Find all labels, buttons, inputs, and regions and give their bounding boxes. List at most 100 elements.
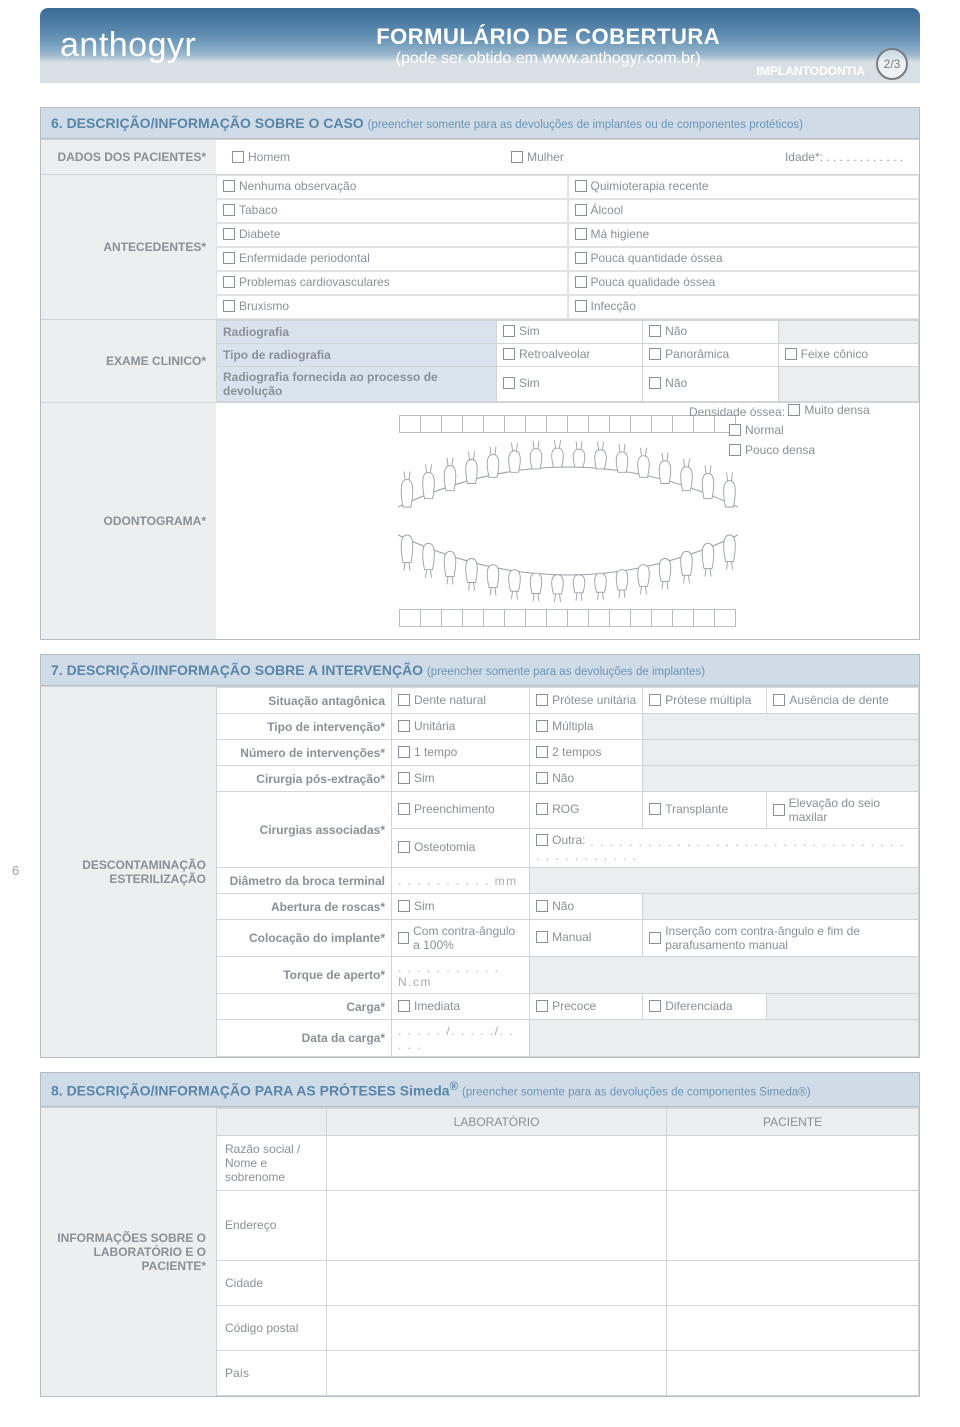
- antecedente-item[interactable]: Álcool: [568, 199, 920, 223]
- brand-logo: anthogyr: [60, 26, 196, 65]
- antecedente-item[interactable]: Bruxismo: [216, 295, 568, 319]
- lbl-cir-associadas: Cirurgias associadas*: [217, 792, 392, 868]
- checkbox-manual[interactable]: Manual: [536, 930, 591, 944]
- checkbox-transplante[interactable]: Transplante: [649, 802, 728, 816]
- label-odontograma: ODONTOGRAMA*: [41, 403, 216, 639]
- s8-cell-pac[interactable]: [667, 1190, 919, 1260]
- lbl-colocacao-implante: Colocação do implante*: [217, 920, 392, 957]
- density-box: Densidade óssea: Muito densa Normal Pouc…: [689, 403, 919, 463]
- checkbox-radio-sim[interactable]: Sim: [503, 324, 540, 338]
- header-title: FORMULÁRIO DE COBERTURA: [196, 24, 900, 50]
- checkbox-abert-nao[interactable]: Não: [536, 899, 574, 913]
- section-7-table: Situação antagônica Dente natural Prótes…: [216, 687, 919, 1057]
- col-laboratorio: LABORATÓRIO: [327, 1108, 667, 1135]
- row-odontograma: ODONTOGRAMA* Densidade óssea: Muito dens…: [41, 402, 919, 639]
- field-data-carga[interactable]: . . . . . /. . . . ./. . . . .: [398, 1024, 514, 1052]
- row-antecedentes: ANTECEDENTES* Nenhuma observaçãoQuimiote…: [41, 174, 919, 319]
- checkbox-rog[interactable]: ROG: [536, 802, 579, 816]
- header-corner-label: IMPLANTODONTIA: [757, 64, 865, 78]
- section-8-table: LABORATÓRIO PACIENTE Razão social / Nome…: [216, 1108, 919, 1396]
- checkbox-homem[interactable]: Homem: [232, 150, 290, 164]
- checkbox-outra[interactable]: Outra:: [536, 833, 585, 847]
- antecedente-item[interactable]: Pouca quantidade óssea: [568, 247, 920, 271]
- s8-cell-lab[interactable]: [327, 1190, 667, 1260]
- field-outra-dots[interactable]: . . . . . . . . . . . . . . . . . . . . …: [536, 835, 904, 863]
- section-7-header: 7. DESCRIÇÃO/INFORMAÇÃO SOBRE A INTERVEN…: [41, 655, 919, 686]
- section-8: 8. DESCRIÇÃO/INFORMAÇÃO PARA AS PRÓTESES…: [40, 1072, 920, 1397]
- label-antecedentes: ANTECEDENTES*: [41, 175, 216, 319]
- label-mulher: Mulher: [527, 150, 564, 164]
- checkbox-precoce[interactable]: Precoce: [536, 999, 596, 1013]
- section-6-sub: (preencher somente para as devoluções de…: [368, 119, 803, 131]
- checkbox-ausencia-dente[interactable]: Ausência de dente: [773, 693, 888, 707]
- checkbox-normal[interactable]: Normal: [729, 423, 784, 437]
- antecedente-item[interactable]: Tabaco: [216, 199, 568, 223]
- checkbox-osteotomia[interactable]: Osteotomia: [398, 840, 475, 854]
- lbl-diametro-broca: Diâmetro da broca terminal: [217, 868, 392, 894]
- checkbox-feixe-conico[interactable]: Feixe cônico: [785, 347, 868, 361]
- antecedente-item[interactable]: Infecção: [568, 295, 920, 319]
- checkbox-fornecida-nao[interactable]: Não: [649, 376, 687, 390]
- tooth-number-boxes-top[interactable]: [400, 415, 736, 433]
- field-idade[interactable]: Idade*: . . . . . . . . . . . .: [785, 150, 903, 164]
- lbl-num-intervencoes: Número de intervenções*: [217, 740, 392, 766]
- checkbox-2tempos[interactable]: 2 tempos: [536, 745, 601, 759]
- section-7-title: 7. DESCRIÇÃO/INFORMAÇÃO SOBRE A INTERVEN…: [51, 662, 423, 678]
- s8-cell-lab[interactable]: [327, 1260, 667, 1305]
- lbl-torque: Torque de aperto*: [217, 957, 392, 994]
- checkbox-abert-sim[interactable]: Sim: [398, 899, 435, 913]
- checkbox-cirpos-nao[interactable]: Não: [536, 771, 574, 785]
- antecedente-item[interactable]: Diabete: [216, 223, 568, 247]
- lbl-data-carga: Data da carga*: [217, 1020, 392, 1057]
- s8-row-label: Razão social / Nome e sobrenome: [217, 1135, 327, 1190]
- antecedente-item[interactable]: Pouca qualidade óssea: [568, 271, 920, 295]
- tooth-number-boxes-bottom[interactable]: [400, 609, 736, 627]
- checkbox-protese-multipla[interactable]: Prótese múltipla: [649, 693, 751, 707]
- page-header: anthogyr FORMULÁRIO DE COBERTURA (pode s…: [40, 8, 920, 83]
- checkbox-preenchimento[interactable]: Preenchimento: [398, 802, 495, 816]
- checkbox-multipla[interactable]: Múltipla: [536, 719, 593, 733]
- antecedente-item[interactable]: Problemas cardiovasculares: [216, 271, 568, 295]
- antecedente-item[interactable]: Quimioterapia recente: [568, 175, 920, 199]
- lbl-carga: Carga*: [217, 994, 392, 1020]
- checkbox-mulher[interactable]: Mulher: [511, 150, 564, 164]
- checkbox-1tempo[interactable]: 1 tempo: [398, 745, 457, 759]
- antecedente-item[interactable]: Nenhuma observação: [216, 175, 568, 199]
- antecedente-item[interactable]: Enfermidade periodontal: [216, 247, 568, 271]
- checkbox-unitaria[interactable]: Unitária: [398, 719, 455, 733]
- checkbox-insercao-contra-angulo[interactable]: Inserção com contra-ângulo e fim de para…: [649, 924, 885, 952]
- checkbox-dente-natural[interactable]: Dente natural: [398, 693, 486, 707]
- s8-cell-pac[interactable]: [667, 1135, 919, 1190]
- exame-r1-label: Radiografia: [217, 321, 497, 344]
- section-8-title: 8. DESCRIÇÃO/INFORMAÇÃO PARA AS PRÓTESES…: [51, 1083, 450, 1099]
- antecedente-item[interactable]: Má higiene: [568, 223, 920, 247]
- checkbox-cirpos-sim[interactable]: Sim: [398, 771, 435, 785]
- lbl-abertura-roscas: Abertura de roscas*: [217, 894, 392, 920]
- checkbox-retroalveolar[interactable]: Retroalveolar: [503, 347, 590, 361]
- checkbox-fornecida-sim[interactable]: Sim: [503, 376, 540, 390]
- checkbox-pouco-densa[interactable]: Pouco densa: [729, 443, 815, 457]
- s8-cell-pac[interactable]: [667, 1305, 919, 1350]
- s8-cell-lab[interactable]: [327, 1135, 667, 1190]
- s8-cell-lab[interactable]: [327, 1305, 667, 1350]
- checkbox-contra-angulo[interactable]: Com contra-ângulo a 100%: [398, 924, 523, 952]
- section-6-header: 6. DESCRIÇÃO/INFORMAÇÃO SOBRE O CASO (pr…: [41, 108, 919, 139]
- label-exame-clinico: EXAME CLINICO*: [41, 320, 216, 402]
- s8-cell-pac[interactable]: [667, 1260, 919, 1305]
- header-page-badge: 2/3: [876, 48, 908, 80]
- field-torque[interactable]: . . . . . . . . . . . N.cm: [398, 961, 500, 989]
- section-8-header: 8. DESCRIÇÃO/INFORMAÇÃO PARA AS PRÓTESES…: [41, 1073, 919, 1107]
- section-6: 6. DESCRIÇÃO/INFORMAÇÃO SOBRE O CASO (pr…: [40, 107, 920, 640]
- checkbox-imediata[interactable]: Imediata: [398, 999, 460, 1013]
- checkbox-radio-nao[interactable]: Não: [649, 324, 687, 338]
- row-dados-pacientes: DADOS DOS PACIENTES* Homem Mulher Idade*…: [41, 139, 919, 174]
- checkbox-panoramica[interactable]: Panorâmica: [649, 347, 729, 361]
- checkbox-diferenciada[interactable]: Diferenciada: [649, 999, 732, 1013]
- label-descontaminacao: DESCONTAMINAÇÃO ESTERILIZAÇÃO: [41, 687, 216, 1057]
- checkbox-elevacao-seio[interactable]: Elevação do seio maxilar: [773, 796, 912, 824]
- header-title-block: FORMULÁRIO DE COBERTURA (pode ser obtido…: [196, 24, 900, 68]
- field-diametro[interactable]: . . . . . . . . . . mm: [398, 874, 518, 888]
- label-info-lab-paciente: INFORMAÇÕES SOBRE O LABORATÓRIO E O PACI…: [41, 1108, 216, 1396]
- checkbox-muito-densa[interactable]: Muito densa: [788, 403, 869, 417]
- checkbox-protese-unitaria[interactable]: Prótese unitária: [536, 693, 636, 707]
